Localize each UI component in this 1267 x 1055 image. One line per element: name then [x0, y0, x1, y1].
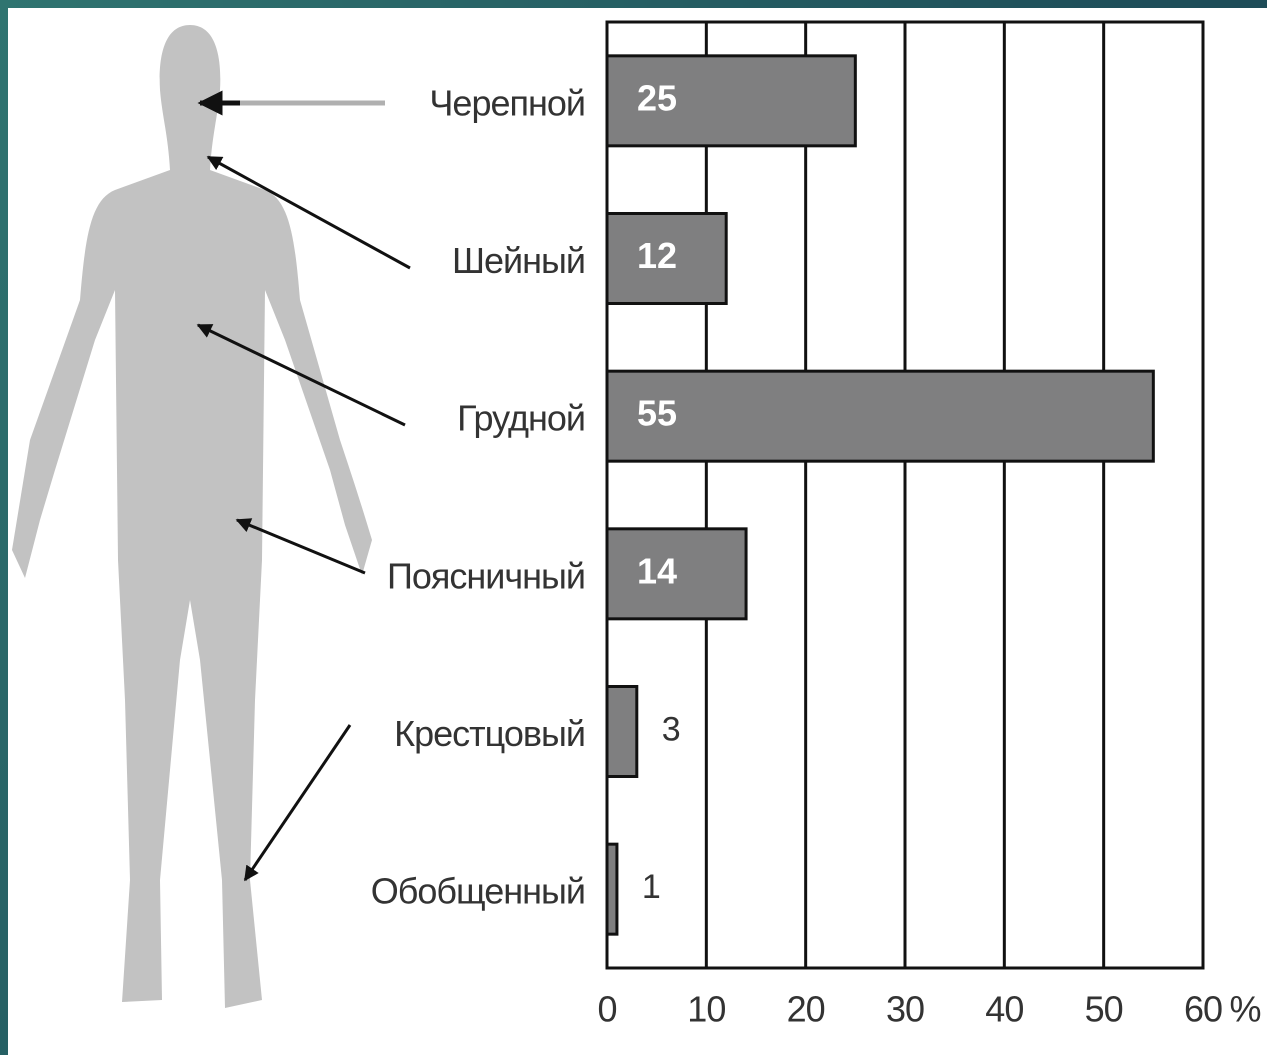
x-axis-unit: % [1229, 989, 1260, 1030]
x-tick-label: 40 [985, 989, 1023, 1030]
x-tick-label: 20 [787, 989, 825, 1030]
x-tick-label: 50 [1085, 989, 1123, 1030]
y-tick-label: Шейный [452, 240, 585, 281]
y-tick-label: Обобщенный [371, 871, 585, 912]
value-label: 14 [637, 550, 677, 591]
value-label: 1 [642, 868, 661, 906]
value-label: 12 [637, 235, 677, 276]
y-tick-label: Черепной [429, 82, 585, 123]
value-label: 55 [637, 393, 677, 434]
x-tick-label: 60 [1184, 989, 1222, 1030]
x-tick-label: 10 [687, 989, 725, 1030]
bar [607, 371, 1153, 461]
x-tick-label: 30 [886, 989, 924, 1030]
bar [607, 687, 637, 777]
y-tick-label: Крестцовый [394, 713, 585, 754]
value-label: 25 [637, 77, 677, 118]
y-tick-label: Грудной [457, 398, 585, 439]
value-label: 3 [662, 710, 681, 748]
x-tick-label: 0 [597, 989, 616, 1030]
chart: 0 10 20 30 40 50 60% Черепной 25 Шейный 12 Грудной 5… [0, 0, 1267, 1055]
y-tick-label: Поясничный [387, 555, 585, 596]
bar [607, 844, 617, 934]
